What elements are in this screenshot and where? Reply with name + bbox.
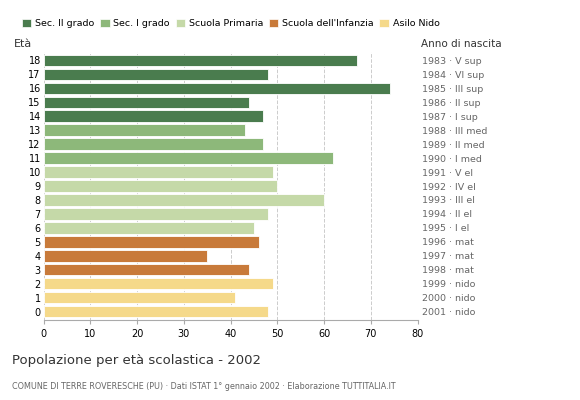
- Bar: [44, 208, 268, 220]
- Bar: [44, 82, 390, 94]
- Bar: [44, 180, 277, 192]
- Bar: [44, 292, 235, 303]
- Bar: [44, 110, 263, 122]
- Bar: [44, 138, 263, 150]
- Bar: [44, 69, 268, 80]
- Bar: [44, 264, 249, 276]
- Text: Popolazione per età scolastica - 2002: Popolazione per età scolastica - 2002: [12, 354, 260, 367]
- Bar: [44, 306, 268, 317]
- Text: COMUNE DI TERRE ROVERESCHE (PU) · Dati ISTAT 1° gennaio 2002 · Elaborazione TUTT: COMUNE DI TERRE ROVERESCHE (PU) · Dati I…: [12, 382, 395, 391]
- Bar: [44, 152, 333, 164]
- Text: Anno di nascita: Anno di nascita: [421, 39, 502, 49]
- Bar: [44, 96, 249, 108]
- Bar: [44, 236, 259, 248]
- Bar: [44, 124, 245, 136]
- Bar: [44, 194, 324, 206]
- Bar: [44, 278, 273, 290]
- Legend: Sec. II grado, Sec. I grado, Scuola Primaria, Scuola dell'Infanzia, Asilo Nido: Sec. II grado, Sec. I grado, Scuola Prim…: [22, 19, 440, 28]
- Bar: [44, 250, 207, 262]
- Bar: [44, 166, 273, 178]
- Text: Età: Età: [13, 39, 32, 49]
- Bar: [44, 222, 254, 234]
- Bar: [44, 55, 357, 66]
